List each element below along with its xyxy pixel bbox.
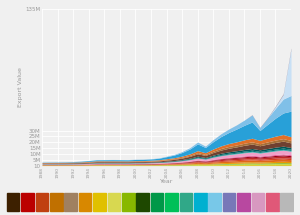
Bar	[266, 193, 279, 211]
Bar	[136, 193, 149, 211]
Bar	[64, 193, 77, 211]
Bar	[50, 193, 63, 211]
Bar	[237, 193, 250, 211]
Bar	[151, 193, 164, 211]
Bar	[251, 193, 264, 211]
Bar	[93, 193, 106, 211]
Bar	[223, 193, 236, 211]
Bar	[179, 193, 192, 211]
Bar	[122, 193, 135, 211]
Bar	[165, 193, 178, 211]
Bar	[79, 193, 92, 211]
Bar	[7, 193, 20, 211]
Bar	[35, 193, 48, 211]
X-axis label: Year: Year	[160, 179, 173, 184]
Bar	[208, 193, 221, 211]
Bar	[194, 193, 207, 211]
Y-axis label: Export Value: Export Value	[18, 67, 23, 107]
Bar	[107, 193, 120, 211]
Bar	[280, 193, 293, 211]
Bar	[21, 193, 34, 211]
